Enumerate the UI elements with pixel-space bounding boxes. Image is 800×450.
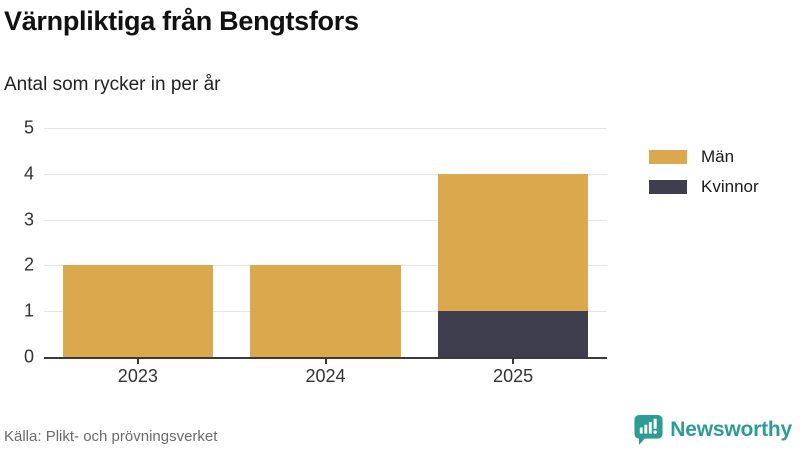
legend: Män Kvinnor [649, 147, 759, 197]
chart-subtitle: Antal som rycker in per år [4, 74, 221, 95]
x-tick [136, 359, 139, 364]
x-tick-label: 2024 [305, 366, 346, 386]
bar-segment-män [438, 173, 589, 312]
y-tick-label: 3 [23, 209, 34, 230]
legend-swatch-women [649, 180, 687, 194]
legend-item-women: Kvinnor [649, 177, 759, 197]
y-tick-label: 5 [23, 117, 34, 138]
plot-area [44, 128, 607, 359]
newsworthy-icon [634, 415, 663, 445]
y-tick-label: 0 [23, 346, 34, 367]
x-tick [512, 359, 515, 364]
y-axis-labels: 0 1 2 3 4 5 [0, 118, 34, 367]
bar-segment-män [62, 265, 213, 357]
bar-segment-män [250, 265, 401, 357]
legend-label-women: Kvinnor [701, 177, 759, 196]
gridline [44, 173, 607, 175]
gridline [44, 128, 607, 129]
newsworthy-logo[interactable]: Newsworthy [634, 414, 792, 446]
source-text: Källa: Plikt- och prövningsverket [4, 428, 218, 445]
x-tick-label: 2025 [493, 366, 534, 386]
y-tick-label: 4 [23, 163, 34, 184]
newsworthy-wordmark: Newsworthy [670, 418, 792, 441]
gridline [44, 219, 607, 221]
x-axis-labels: 2023 2024 2025 [44, 359, 607, 397]
y-tick-label: 1 [23, 300, 34, 321]
x-tick-label: 2023 [117, 366, 158, 386]
bar-segment-kvinnor [438, 311, 589, 357]
chart-title: Värnpliktiga från Bengtsfors [4, 6, 359, 36]
x-tick [324, 359, 327, 364]
legend-label-men: Män [701, 147, 735, 166]
legend-item-men: Män [649, 147, 759, 167]
y-tick-label: 2 [23, 254, 34, 275]
legend-swatch-men [649, 150, 687, 164]
